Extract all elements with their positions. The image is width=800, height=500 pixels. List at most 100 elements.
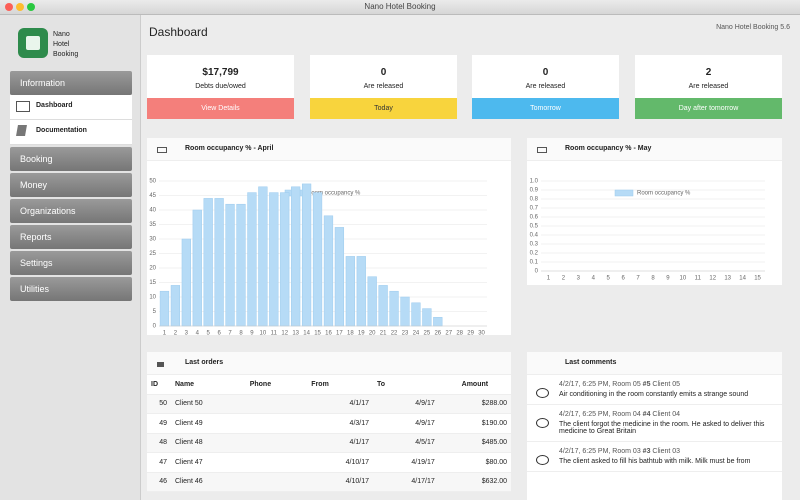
comment-client: Client 04 — [652, 411, 681, 418]
x-tick-label: 13 — [724, 276, 731, 282]
cell-to: 4/9/17 — [373, 413, 439, 434]
table-row[interactable]: 46 Client 46 4/10/17 4/17/17 $632.00 — [147, 472, 511, 492]
comment: 4/2/17, 6:25 PM, Room 03 #3 Client 03 The… — [527, 442, 782, 472]
x-tick-label: 11 — [271, 331, 278, 336]
column-header: Amount — [438, 375, 511, 395]
cell-name: Client 46 — [171, 472, 246, 492]
bar — [389, 290, 399, 327]
cell-name: Client 50 — [171, 394, 246, 414]
table-row[interactable]: 49 Client 49 4/3/17 4/9/17 $190.00 — [147, 413, 511, 434]
x-tick-label: 2 — [562, 276, 566, 282]
x-tick-label: 21 — [380, 331, 387, 336]
cell-id: 49 — [147, 413, 171, 434]
comment-text: Air conditioning in the room constantly … — [559, 391, 749, 398]
column-header: Name — [171, 375, 246, 395]
y-tick-label: 0 — [153, 324, 157, 330]
x-tick-label: 8 — [239, 331, 243, 336]
y-tick-label: 0.7 — [530, 206, 539, 212]
cell-id: 46 — [147, 472, 171, 492]
menu-header[interactable]: Organizations — [10, 199, 132, 223]
menu-item[interactable]: Documentation — [10, 120, 132, 145]
minimize-button[interactable] — [16, 3, 24, 11]
x-tick-label: 29 — [467, 331, 474, 336]
x-tick-label: 2 — [174, 331, 178, 336]
x-tick-label: 26 — [434, 331, 441, 336]
cell-to: 4/17/17 — [373, 472, 439, 492]
panel-header: Room occupancy % - April — [147, 138, 511, 161]
bar — [312, 192, 323, 327]
cell-phone — [245, 452, 308, 473]
bar — [225, 203, 235, 327]
cell-amount: $485.00 — [438, 433, 511, 453]
title-bar: Nano Hotel Booking — [0, 0, 800, 15]
summary-card: 2 Are released Day after tomorrow — [635, 55, 782, 119]
bar — [280, 192, 290, 327]
x-tick-label: 30 — [478, 331, 485, 336]
cell-id: 50 — [147, 394, 171, 414]
cell-from: 4/10/17 — [307, 452, 374, 473]
version: Nano Hotel Booking 5.6 — [716, 24, 790, 31]
y-tick-label: 45 — [149, 193, 156, 199]
menu-item[interactable]: Dashboard — [10, 95, 132, 120]
legend-label: Room occupancy % — [637, 191, 691, 197]
card-button[interactable]: Tomorrow — [472, 98, 619, 119]
battery-icon — [157, 147, 167, 153]
menu-header[interactable]: Settings — [10, 251, 132, 275]
comment-meta: 4/2/17, 6:25 PM, Room 05 #5 Client 05 — [559, 381, 774, 388]
card-value: $17,799 — [202, 67, 239, 78]
menu-header[interactable]: Booking — [10, 147, 132, 171]
legend-swatch — [614, 189, 634, 197]
comment: 4/2/17, 6:25 PM, Room 05 #5 Client 05 Air… — [527, 375, 782, 405]
x-tick-label: 3 — [577, 276, 581, 282]
menu-header[interactable]: Money — [10, 173, 132, 197]
x-tick-label: 20 — [369, 331, 376, 336]
x-tick-label: 5 — [607, 276, 611, 282]
bar — [192, 209, 202, 327]
panel-header: Room occupancy % - May — [527, 138, 782, 161]
zoom-button[interactable] — [27, 3, 35, 11]
comment-number: #5 — [642, 381, 651, 388]
y-tick-label: 40 — [149, 208, 156, 214]
cell-name: Client 48 — [171, 433, 246, 453]
x-tick-label: 15 — [314, 331, 321, 336]
x-tick-label: 25 — [424, 331, 431, 336]
cell-amount: $190.00 — [438, 413, 511, 434]
card-button[interactable]: Day after tomorrow — [635, 98, 782, 119]
column-header: Phone — [245, 375, 308, 395]
menu-header[interactable]: Utilities — [10, 277, 132, 301]
menu-header[interactable]: Reports — [10, 225, 132, 249]
battery-icon — [537, 147, 547, 153]
app-logo — [18, 28, 48, 58]
cell-to: 4/19/17 — [373, 452, 439, 473]
x-tick-label: 6 — [621, 276, 625, 282]
table-row[interactable]: 47 Client 47 4/10/17 4/19/17 $80.00 — [147, 452, 511, 473]
y-tick-label: 0.3 — [530, 242, 539, 248]
card-button[interactable]: View Details — [147, 98, 294, 119]
y-tick-label: 0.8 — [530, 197, 539, 203]
card-label: Are released — [525, 83, 566, 90]
y-tick-label: 0.1 — [530, 260, 539, 266]
close-button[interactable] — [5, 3, 13, 11]
comment-text: The client forgot the medicine in the ro… — [559, 421, 765, 435]
bar — [378, 285, 388, 327]
app-name-line: Hotel — [53, 41, 70, 48]
y-tick-label: 0.9 — [530, 188, 539, 194]
summary-card: 0 Are released Today — [310, 55, 457, 119]
card-button[interactable]: Today — [310, 98, 457, 119]
cell-amount: $632.00 — [438, 472, 511, 492]
y-tick-label: 25 — [149, 251, 156, 257]
cell-to: 4/9/17 — [373, 394, 439, 414]
x-tick-label: 27 — [445, 331, 452, 336]
menu-header[interactable]: Information — [10, 71, 132, 95]
page-title: Dashboard — [149, 25, 208, 39]
y-tick-label: 15 — [149, 280, 156, 286]
comment-meta: 4/2/17, 6:25 PM, Room 04 #4 Client 04 — [559, 411, 774, 418]
table-row[interactable]: 50 Client 50 4/1/17 4/9/17 $288.00 — [147, 394, 511, 414]
bar — [356, 256, 366, 327]
table-row[interactable]: 48 Client 48 4/1/17 4/5/17 $485.00 — [147, 433, 511, 453]
cell-name: Client 49 — [171, 413, 246, 434]
x-tick-label: 4 — [196, 331, 200, 336]
y-tick-label: 0 — [535, 269, 539, 275]
legend-label: Room occupancy % — [307, 191, 361, 197]
